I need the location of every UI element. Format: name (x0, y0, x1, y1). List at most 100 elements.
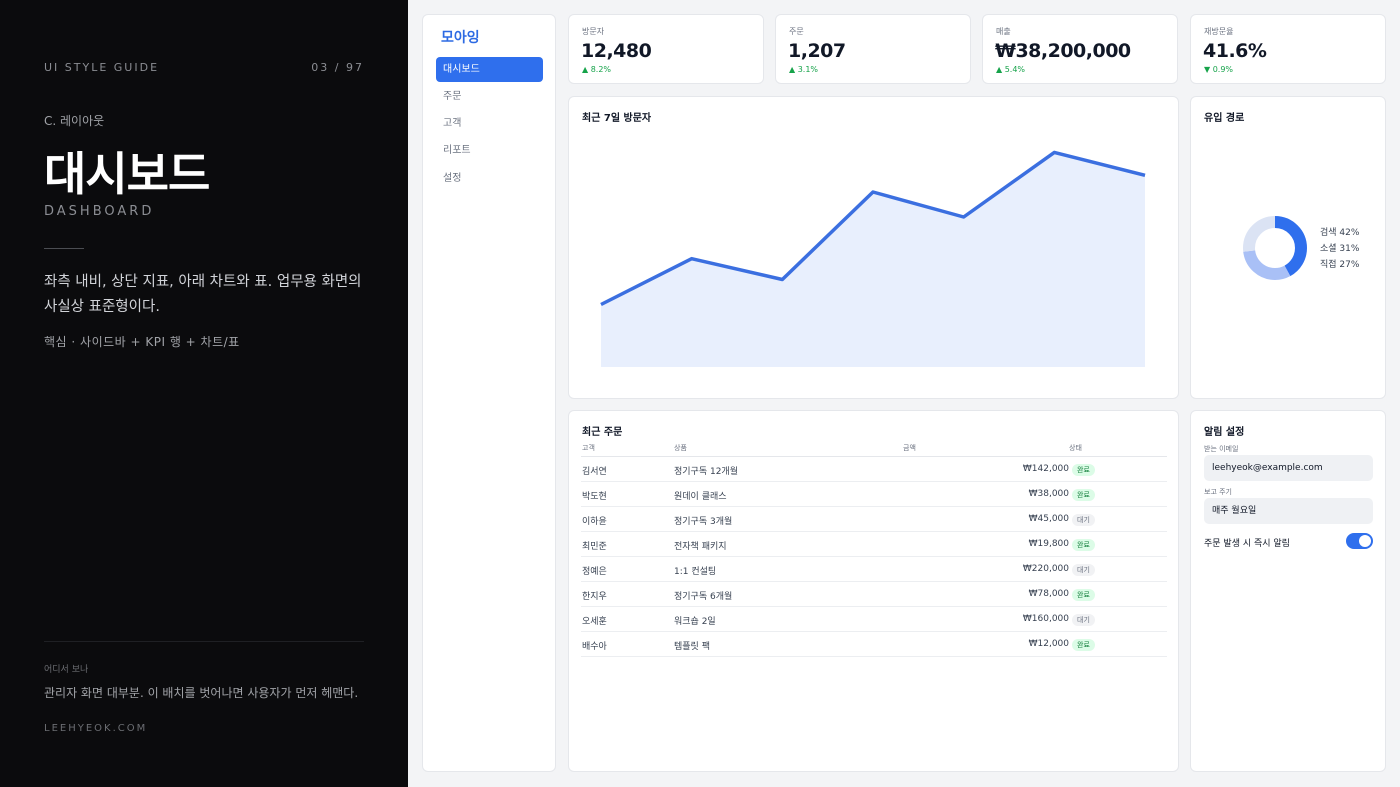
cell-amount: ₩45,000 (1028, 514, 1069, 524)
legend-item-direct: 직접 27% (1320, 260, 1360, 270)
kpi-delta-value: 0.9% (1212, 65, 1234, 74)
series-line (600, 150, 1146, 307)
status-badge: 완료 (1072, 539, 1095, 551)
cell-amount: ₩38,000 (1028, 489, 1069, 499)
cell-product: 워크숍 2일 (674, 617, 716, 627)
trend-down-icon: ▼ (1204, 65, 1211, 74)
table-row[interactable]: 오세훈 워크숍 2일 ₩160,000 대기 (581, 607, 1167, 632)
cell-product: 정기구독 6개월 (674, 592, 733, 602)
cell-product: 정기구독 12개월 (674, 467, 738, 477)
table-row[interactable]: 이하윤 정기구독 3개월 ₩45,000 대기 (581, 507, 1167, 532)
nav-item-settings[interactable]: 설정 (443, 173, 462, 184)
visitors-chart-card: 최근 7일 방문자 (568, 96, 1179, 399)
kpi-delta-value: 8.2% (590, 65, 612, 74)
cell-product: 템플릿 팩 (674, 642, 710, 652)
report-cycle-select[interactable]: 매주 월요일 (1204, 498, 1373, 524)
kpi-value: ₩38,200,000 (995, 40, 1131, 62)
notification-settings-card: 알림 설정 받는 이메일 leehyeok@example.com 보고 주기 … (1190, 410, 1386, 772)
toggle-knob (1359, 535, 1371, 547)
column-header-status[interactable]: 상태 (1069, 444, 1082, 452)
settings-title: 알림 설정 (1204, 427, 1245, 438)
kpi-delta-value: 5.4% (1004, 65, 1026, 74)
kpi-value: 41.6% (1203, 40, 1267, 62)
cell-customer: 최민준 (582, 542, 607, 552)
kpi-value: 1,207 (788, 40, 846, 62)
cell-product: 정기구독 3개월 (674, 517, 733, 527)
cell-customer: 박도현 (582, 492, 607, 502)
email-field[interactable]: leehyeok@example.com (1204, 455, 1373, 481)
cell-product: 1:1 컨설팅 (674, 567, 717, 577)
donut-slice-소셜[interactable] (1243, 216, 1307, 280)
cell-amount: ₩78,000 (1028, 589, 1069, 599)
table-row[interactable]: 최민준 전자책 패키지 ₩19,800 완료 (581, 532, 1167, 557)
guide-description: 좌측 내비, 상단 지표, 아래 차트와 표. 업무용 화면의 사실상 표준형이… (44, 274, 362, 315)
status-badge: 완료 (1072, 639, 1095, 651)
donut-legend: 검색 42% 소셜 31% 직접 27% (1320, 225, 1359, 273)
cell-amount: ₩160,000 (1022, 614, 1069, 624)
kpi-card-revenue: 매출 ₩38,200,000 ▲ 5.4% (982, 14, 1178, 84)
nav-item-reports[interactable]: 리포트 (443, 145, 471, 156)
table-row[interactable]: 박도현 원데이 클래스 ₩38,000 완료 (581, 482, 1167, 507)
nav-item-orders[interactable]: 주문 (443, 91, 462, 102)
table-row[interactable]: 정예은 1:1 컨설팅 ₩220,000 대기 (581, 557, 1167, 582)
kpi-card-orders: 주문 1,207 ▲ 3.1% (775, 14, 971, 84)
traffic-donut-chart (1243, 216, 1307, 280)
guide-key-points: 핵심 · 사이드바 + KPI 행 + 차트/표 (44, 335, 240, 349)
cell-customer: 정예은 (582, 567, 607, 577)
donut-slice-직접[interactable] (1243, 216, 1307, 280)
guide-divider (44, 641, 364, 642)
status-badge: 완료 (1072, 489, 1095, 501)
app-brand[interactable]: 모아잉 (441, 30, 480, 46)
guide-title: 대시보드 (44, 147, 210, 201)
instant-alert-label: 주문 발생 시 즉시 알림 (1204, 539, 1290, 549)
cell-amount: ₩12,000 (1028, 639, 1069, 649)
guide-header: UI STYLE GUIDE 03 / 97 (44, 61, 364, 74)
donut-title: 유입 경로 (1204, 113, 1245, 124)
table-row[interactable]: 김서연 정기구독 12개월 ₩142,000 완료 (581, 457, 1167, 482)
table-header-divider (581, 456, 1167, 457)
kpi-label: 매출 (996, 27, 1011, 36)
where-label: 어디서 보나 (44, 665, 89, 675)
guide-subtitle: DASHBOARD (44, 204, 155, 219)
kpi-card-visitors: 방문자 12,480 ▲ 8.2% (568, 14, 764, 84)
nav-item-dashboard[interactable]: 대시보드 (436, 57, 543, 82)
table-row[interactable]: 한지우 정기구독 6개월 ₩78,000 완료 (581, 582, 1167, 607)
status-badge: 대기 (1072, 514, 1095, 526)
trend-up-icon: ▲ (996, 65, 1003, 74)
kpi-value: 12,480 (581, 40, 652, 62)
cell-amount: ₩19,800 (1028, 539, 1069, 549)
guide-page-number: 03 / 97 (311, 61, 364, 74)
cell-customer: 배수아 (582, 642, 607, 652)
kpi-label: 주문 (789, 27, 804, 36)
column-header-product[interactable]: 상품 (674, 444, 687, 452)
email-label: 받는 이메일 (1204, 445, 1239, 453)
cell-customer: 김서연 (582, 467, 607, 477)
recent-orders-card: 최근 주문 고객 상품 금액 상태 김서연 정기구독 12개월 ₩142,000 완료… (568, 410, 1179, 772)
cell-amount: ₩142,000 (1022, 464, 1069, 474)
guide-header-label: UI STYLE GUIDE (44, 61, 160, 74)
cell-customer: 한지우 (582, 592, 607, 602)
chart-title: 최근 7일 방문자 (582, 113, 652, 124)
app-sidebar: 모아잉 대시보드 주문 고객 리포트 설정 (422, 14, 556, 772)
column-header-customer[interactable]: 고객 (582, 444, 595, 452)
kpi-delta: ▲ 3.1% (789, 65, 818, 74)
guide-site-link[interactable]: LEEHYEOK.COM (44, 723, 148, 734)
cell-customer: 이하윤 (582, 517, 607, 527)
cell-product: 전자책 패키지 (674, 542, 727, 552)
where-text: 관리자 화면 대부분. 이 배치를 벗어나면 사용자가 먼저 헤맨다. (44, 686, 359, 700)
legend-item-search: 검색 42% (1320, 228, 1360, 238)
report-cycle-label: 보고 주기 (1204, 488, 1232, 496)
legend-item-social: 소셜 31% (1320, 244, 1360, 254)
instant-alert-toggle[interactable] (1346, 533, 1373, 549)
status-badge: 대기 (1072, 564, 1095, 576)
column-header-amount[interactable]: 금액 (903, 444, 916, 452)
nav-item-customers[interactable]: 고객 (443, 118, 462, 129)
status-badge: 완료 (1072, 464, 1095, 476)
status-badge: 대기 (1072, 614, 1095, 626)
style-guide-panel: UI STYLE GUIDE 03 / 97 C. 레이아웃 대시보드 DASH… (0, 0, 408, 787)
traffic-source-card: 유입 경로 검색 42% 소셜 31% 직접 27% (1190, 96, 1386, 399)
kpi-delta: ▲ 5.4% (996, 65, 1025, 74)
table-row[interactable]: 배수아 템플릿 팩 ₩12,000 완료 (581, 632, 1167, 657)
kpi-label: 방문자 (582, 27, 605, 36)
kpi-delta: ▼ 0.9% (1204, 65, 1233, 74)
